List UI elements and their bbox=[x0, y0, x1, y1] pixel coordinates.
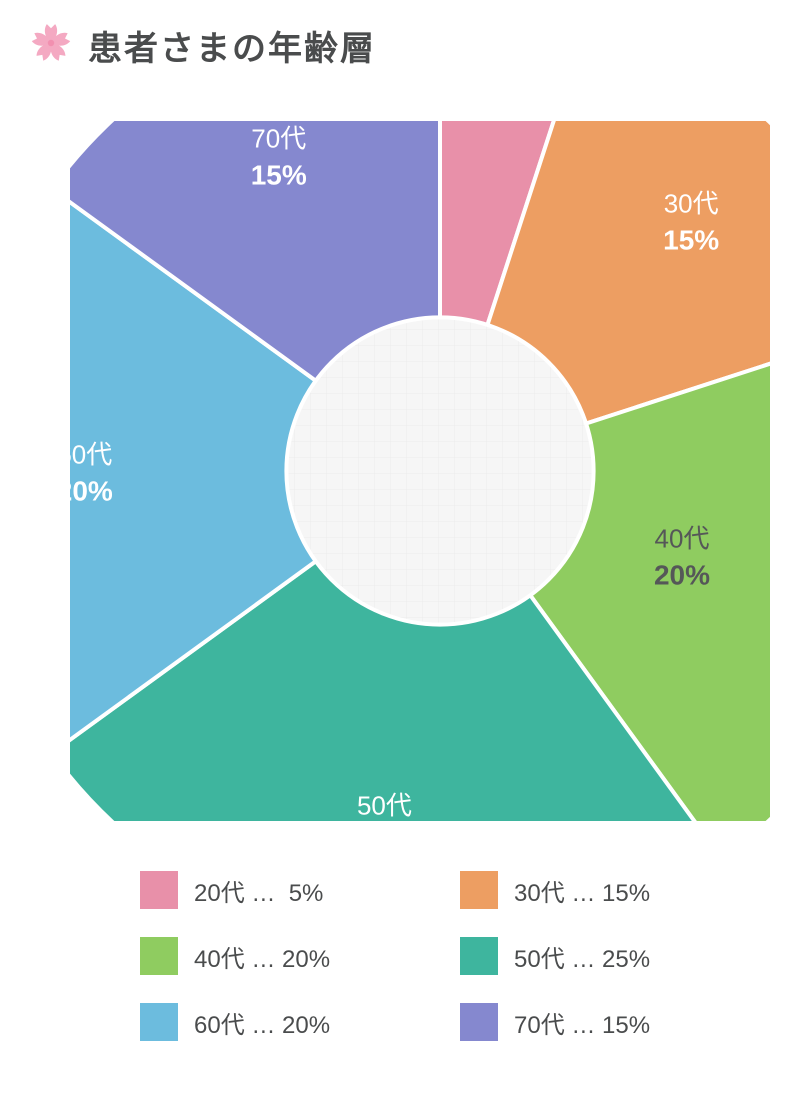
page-root: 患者さまの年齢層 30代15%40代20%50代25%60代20%70代15% … bbox=[0, 0, 786, 1110]
age-pie-chart: 30代15%40代20%50代25%60代20%70代15% bbox=[70, 121, 770, 821]
legend-text: 20代 … 5% bbox=[194, 873, 323, 908]
legend: 20代 … 5% 30代 … 15% 40代 … 20% 50代 … 25% 60代 …… bbox=[140, 871, 766, 1041]
legend-text: 40代 … 20% bbox=[194, 939, 330, 974]
title-row: 患者さまの年齢層 bbox=[28, 20, 766, 71]
legend-text: 70代 … 15% bbox=[514, 1005, 650, 1040]
page-title: 患者さまの年齢層 bbox=[88, 21, 376, 70]
legend-item-50s: 50代 … 25% bbox=[460, 937, 720, 975]
legend-text: 50代 … 25% bbox=[514, 939, 650, 974]
legend-swatch bbox=[140, 1003, 178, 1041]
sakura-icon bbox=[28, 20, 74, 71]
legend-swatch bbox=[460, 1003, 498, 1041]
legend-item-30s: 30代 … 15% bbox=[460, 871, 720, 909]
legend-swatch bbox=[140, 937, 178, 975]
legend-text: 60代 … 20% bbox=[194, 1005, 330, 1040]
legend-swatch bbox=[460, 937, 498, 975]
legend-item-20s: 20代 … 5% bbox=[140, 871, 400, 909]
legend-item-70s: 70代 … 15% bbox=[460, 1003, 720, 1041]
pie-hole bbox=[286, 317, 593, 624]
legend-item-40s: 40代 … 20% bbox=[140, 937, 400, 975]
legend-item-60s: 60代 … 20% bbox=[140, 1003, 400, 1041]
legend-swatch bbox=[460, 871, 498, 909]
legend-swatch bbox=[140, 871, 178, 909]
pie-svg bbox=[70, 121, 770, 821]
legend-text: 30代 … 15% bbox=[514, 873, 650, 908]
